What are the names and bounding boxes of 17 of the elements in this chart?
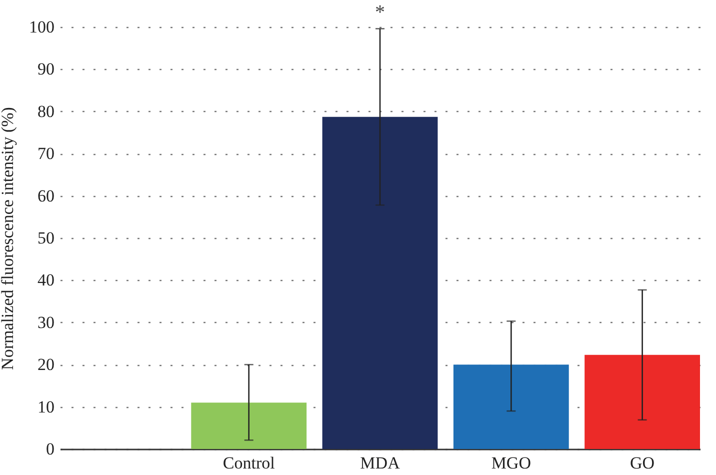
y-tick-label: 60 xyxy=(38,186,54,206)
y-tick-label: 70 xyxy=(38,144,54,164)
annotation: * xyxy=(375,2,385,24)
x-tick-label: GO xyxy=(630,454,655,472)
y-tick-label: 80 xyxy=(38,102,54,121)
y-tick-label: 40 xyxy=(38,270,54,290)
y-tick-label: 30 xyxy=(38,312,54,332)
x-tick-label: MDA xyxy=(360,454,401,472)
y-tick-label: 100 xyxy=(29,18,54,36)
y-tick-label: 0 xyxy=(46,440,54,458)
x-tick-label: MGO xyxy=(491,454,531,472)
y-tick-label: 50 xyxy=(38,228,54,248)
y-tick-label: 10 xyxy=(38,397,54,416)
y-axis-title: Normalized fluorescence intensity (%) xyxy=(0,107,17,370)
y-tick-label: 20 xyxy=(38,355,54,374)
x-tick-label: Control xyxy=(222,454,276,472)
y-tick-label: 90 xyxy=(38,60,54,79)
